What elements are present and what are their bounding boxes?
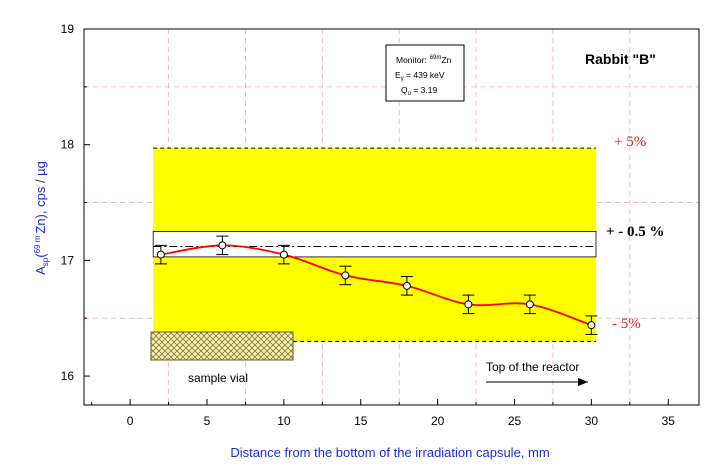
data-point xyxy=(464,300,473,309)
x-tick-label: 5 xyxy=(204,414,211,428)
data-point xyxy=(218,241,227,250)
y-tick-label: 16 xyxy=(61,369,75,383)
y-tick-label: 18 xyxy=(61,138,75,152)
data-point xyxy=(402,281,411,290)
data-point xyxy=(587,321,596,330)
sample-vial-box xyxy=(150,331,294,361)
data-points xyxy=(154,235,598,335)
y-axis-label: Asp(69 mZn), cps / µg xyxy=(33,161,50,275)
x-tick-label: 25 xyxy=(508,414,522,428)
x-tick-label: 10 xyxy=(277,414,291,428)
monitor-box: Monitor: 69mZn Eγ = 439 keV Qo = 3.19 xyxy=(385,44,465,102)
plus-5-percent-label: + 5% xyxy=(614,134,646,150)
x-tick-label: 20 xyxy=(431,414,445,428)
data-point xyxy=(156,250,165,259)
x-tick-label: 15 xyxy=(354,414,368,428)
y-tick-label: 17 xyxy=(61,253,75,267)
plus-minus-label: + - 0.5 % xyxy=(606,224,665,240)
x-axis-label: Distance from the bottom of the irradiat… xyxy=(230,445,549,460)
chart-title: Rabbit "B" xyxy=(585,51,656,67)
data-point xyxy=(279,250,288,259)
minus-5-percent-label: - 5% xyxy=(612,316,641,332)
sample-vial-label: sample vial xyxy=(188,371,248,385)
monitor-line-3: Qo = 3.19 xyxy=(401,85,437,97)
x-tick-label: 30 xyxy=(585,414,599,428)
top-of-reactor-label: Top of the reactor xyxy=(486,360,579,374)
arrow-head-icon xyxy=(578,378,588,386)
x-tick-label: 35 xyxy=(662,414,676,428)
data-point xyxy=(341,271,350,280)
y-tick-label: 19 xyxy=(61,22,75,36)
axis-ticks: 0 5 10 15 20 25 30 35 16 17 18 19 xyxy=(61,22,676,428)
data-point xyxy=(525,300,534,309)
x-tick-label: 0 xyxy=(127,414,134,428)
monitor-line-1: Monitor: 69mZn xyxy=(396,55,452,65)
monitor-line-2: Eγ = 439 keV xyxy=(395,70,445,82)
plot-frame xyxy=(83,28,700,406)
